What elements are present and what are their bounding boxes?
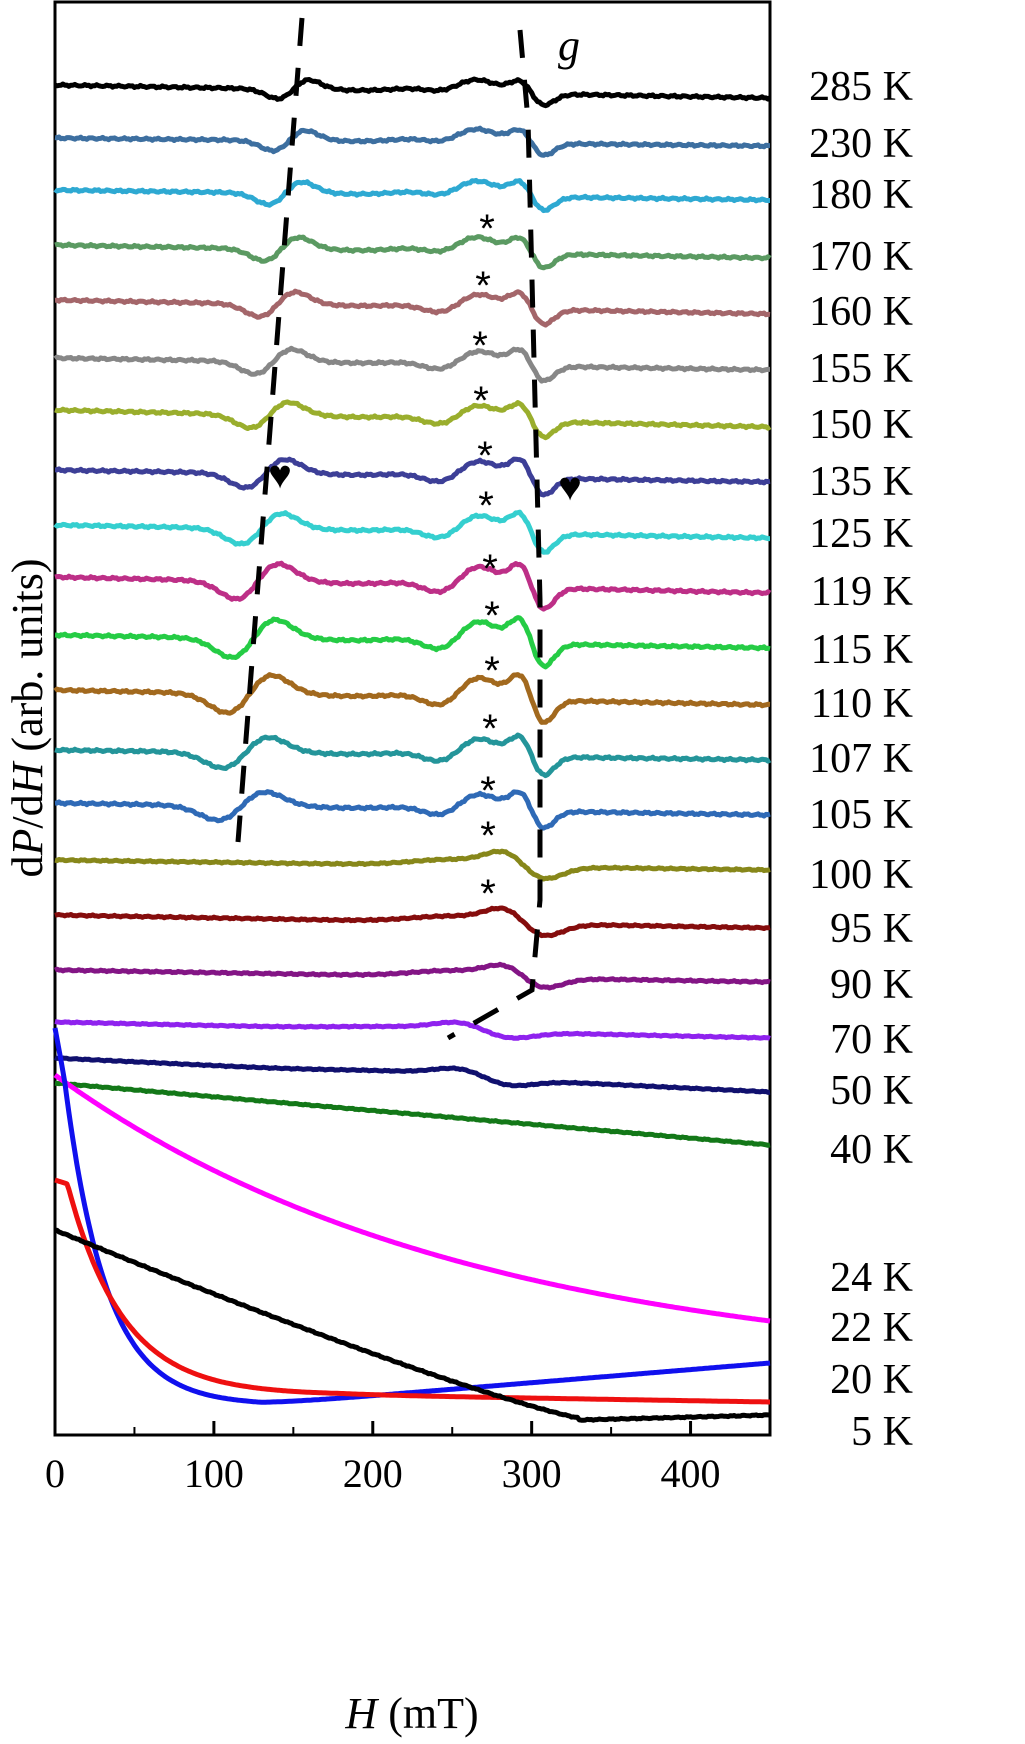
- temperature-label-285-k: 285 K: [809, 64, 913, 110]
- series-24-k: [53, 1072, 771, 1324]
- asterisk-marker: *: [479, 207, 495, 251]
- series-160-k: [54, 288, 771, 328]
- temperature-label-70-k: 70 K: [830, 1017, 913, 1063]
- series-50-k: [54, 1055, 771, 1095]
- temperature-label-170-k: 170 K: [809, 234, 913, 280]
- series-95-k: [54, 905, 771, 939]
- series-150-k: [54, 399, 772, 441]
- temperature-label-40-k: 40 K: [830, 1127, 913, 1173]
- series-5-k: [54, 1227, 771, 1423]
- temperature-label-110-k: 110 K: [811, 681, 913, 727]
- asterisk-marker: *: [484, 594, 500, 638]
- x-tick-label: 0: [45, 1451, 65, 1496]
- guide-line-g: [446, 29, 543, 1041]
- heart-marker: ♥: [558, 465, 582, 509]
- temperature-label-160-k: 160 K: [809, 289, 913, 335]
- series-119-k: [54, 560, 772, 612]
- temperature-label-150-k: 150 K: [809, 402, 913, 448]
- asterisk-marker: *: [473, 379, 489, 423]
- series-layer: [52, 76, 772, 1423]
- series-90-k: [53, 961, 771, 991]
- x-tick-label: 300: [502, 1451, 562, 1496]
- x-tick-label: 200: [343, 1451, 403, 1496]
- asterisk-marker: *: [482, 547, 498, 591]
- x-axis-ticks: 0 100 200 300 400: [45, 1421, 721, 1496]
- series-285-k: [54, 76, 772, 109]
- plot-frame: [53, 0, 772, 1437]
- series-135-k: [54, 456, 771, 498]
- asterisk-marker: *: [477, 434, 493, 478]
- temperature-label-155-k: 155 K: [809, 346, 913, 392]
- g-annotation: g: [558, 21, 580, 70]
- temperature-label-95-k: 95 K: [830, 906, 913, 952]
- series-125-k: [53, 509, 771, 555]
- asterisk-marker: *: [484, 649, 500, 693]
- series-40-k: [54, 1080, 771, 1148]
- series-230-k: [54, 125, 771, 158]
- temperature-label-119-k: 119 K: [811, 569, 913, 615]
- temperature-label-100-k: 100 K: [809, 852, 913, 898]
- x-axis-label: H (mT): [344, 1689, 478, 1738]
- series-155-k: [53, 345, 771, 384]
- temperature-labels: 285 K 230 K 180 K 170 K 160 K 155 K 150 K 135 K…: [809, 64, 913, 1455]
- temperature-label-230-k: 230 K: [809, 121, 913, 167]
- temperature-label-24-k: 24 K: [830, 1255, 913, 1301]
- heart-marker: ♥: [268, 453, 292, 497]
- series-170-k: [54, 234, 772, 271]
- temperature-label-90-k: 90 K: [830, 962, 913, 1008]
- series-20-k: [54, 1177, 771, 1405]
- temperature-label-105-k: 105 K: [809, 792, 913, 838]
- asterisk-marker: *: [482, 707, 498, 751]
- series-115-k: [54, 615, 771, 670]
- asterisk-marker: *: [478, 484, 494, 528]
- guide-line-low-field: [235, 17, 305, 843]
- temperature-label-22-k: 22 K: [830, 1305, 913, 1351]
- temperature-label-5-k: 5 K: [851, 1409, 913, 1455]
- temperature-label-107-k: 107 K: [809, 736, 913, 782]
- temperature-label-135-k: 135 K: [809, 459, 913, 505]
- series-22-k: [52, 1027, 771, 1405]
- asterisk-marker: *: [480, 814, 496, 858]
- asterisk-marker: *: [475, 264, 491, 308]
- series-180-k: [53, 177, 771, 214]
- temperature-label-115-k: 115 K: [811, 627, 913, 673]
- y-axis-label: dP/dH (arb. units): [3, 559, 52, 878]
- guide-layer: *************♥ ♥: [235, 17, 582, 1041]
- series-105-k: [54, 789, 771, 831]
- series-110-k: [53, 672, 771, 725]
- temperature-label-50-k: 50 K: [830, 1068, 913, 1114]
- x-tick-label: 400: [661, 1451, 721, 1496]
- temperature-label-125-k: 125 K: [809, 511, 913, 557]
- series-107-k: [54, 732, 772, 779]
- asterisk-marker: *: [480, 769, 496, 813]
- x-tick-label: 100: [184, 1451, 244, 1496]
- temperature-label-180-k: 180 K: [809, 172, 913, 218]
- asterisk-marker: *: [480, 872, 496, 916]
- series-100-k: [54, 848, 771, 882]
- temperature-label-20-k: 20 K: [830, 1357, 913, 1403]
- asterisk-marker: *: [472, 324, 488, 368]
- series-70-k: [54, 1019, 771, 1041]
